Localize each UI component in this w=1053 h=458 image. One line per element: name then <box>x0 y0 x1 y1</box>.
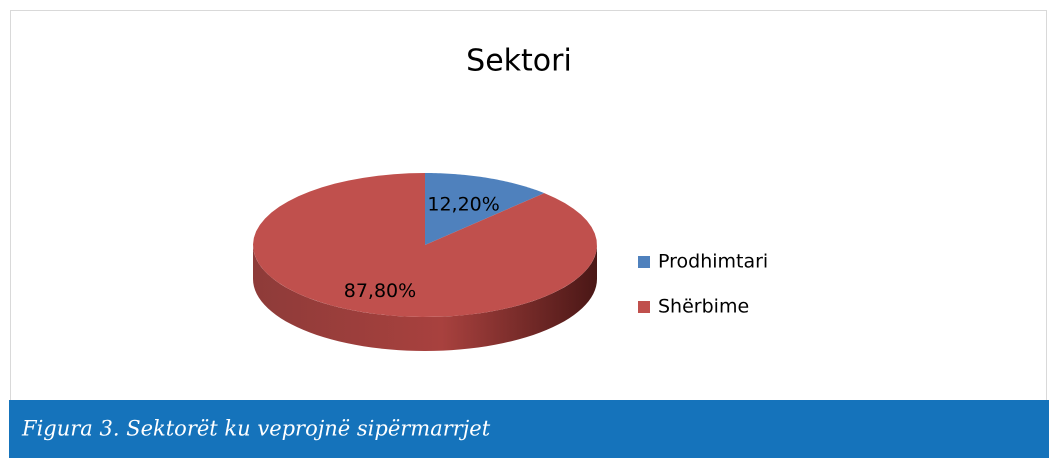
pie-side <box>253 245 597 351</box>
legend-label: Shërbime <box>658 296 749 318</box>
pie-slice <box>253 173 597 317</box>
legend-swatch <box>638 301 650 313</box>
chart-title: Sektori <box>466 44 572 79</box>
caption-bar <box>9 400 1049 458</box>
caption: Figura 3. Sektorët ku veprojnë sipërmarr… <box>21 417 491 441</box>
legend-label: Prodhimtari <box>658 251 768 273</box>
legend-swatch <box>638 256 650 268</box>
data-label: 12,20% <box>427 193 499 215</box>
data-label: 87,80% <box>344 280 416 302</box>
pie-slice <box>425 173 545 245</box>
